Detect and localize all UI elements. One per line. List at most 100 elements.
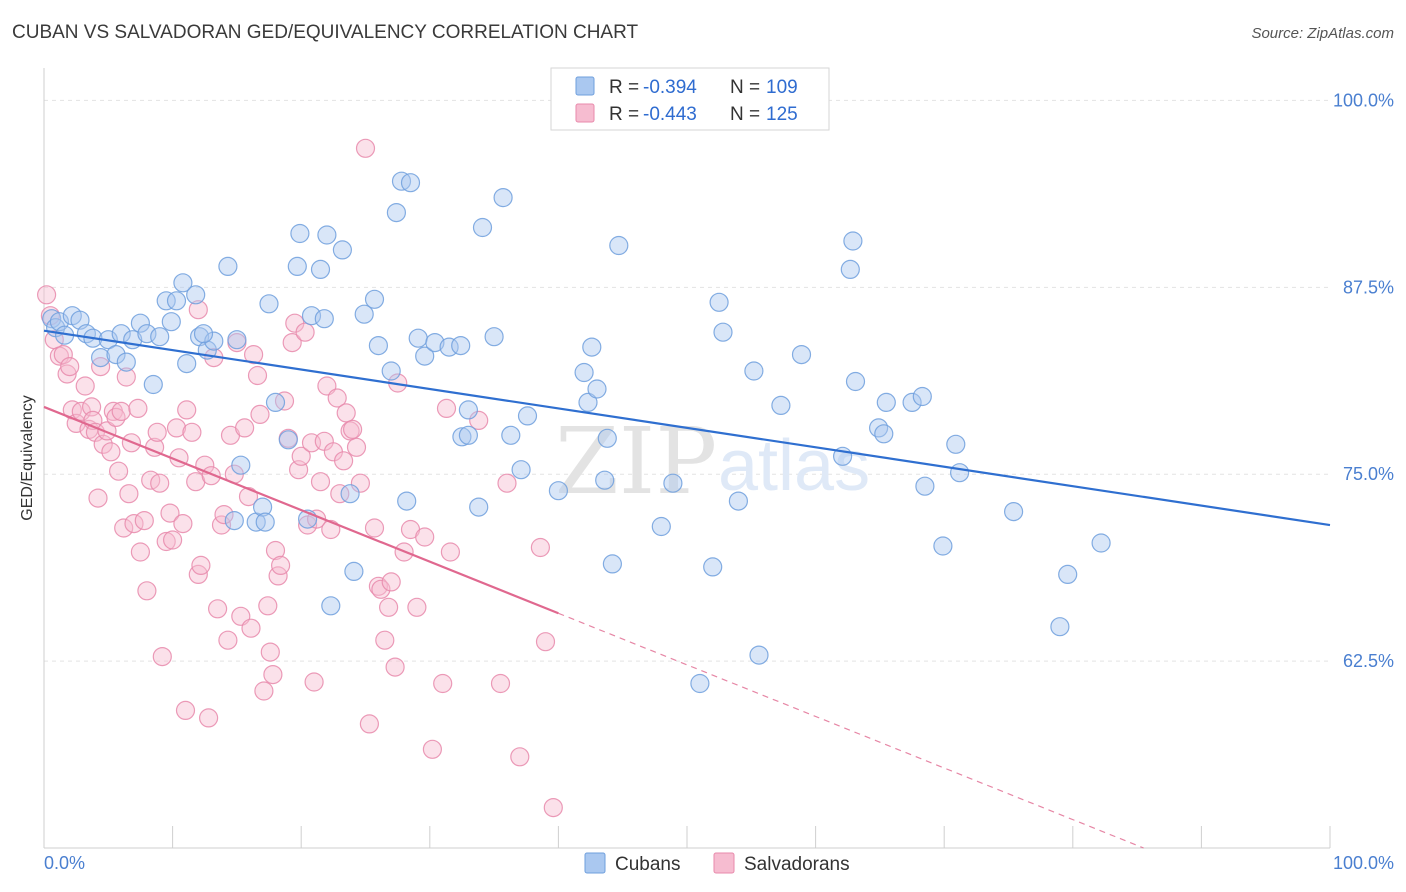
- series-cubans-points: [42, 171, 1111, 694]
- salvadorans-point-123: [543, 797, 563, 818]
- salvadorans-point-66: [247, 365, 268, 386]
- cubans-point-56: [425, 333, 445, 353]
- salvadorans-point-107: [385, 657, 405, 677]
- cubans-point-10: [106, 345, 126, 365]
- y-tick-label-2: 75.0%: [1343, 464, 1394, 484]
- legend-r-value-cubans: -0.394: [643, 77, 697, 98]
- y-tick-label-1: 87.5%: [1343, 277, 1394, 297]
- bottom-legend: Cubans Salvadorans: [584, 852, 850, 875]
- cubans-point-49: [381, 361, 401, 381]
- salvadorans-point-21: [106, 407, 126, 427]
- salvadorans-point-44: [175, 700, 196, 721]
- cubans-point-97: [933, 536, 953, 556]
- cubans-point-107: [690, 673, 710, 694]
- salvadorans-point-0: [36, 285, 57, 305]
- salvadorans-point-103: [371, 579, 391, 599]
- cubans-point-74: [597, 428, 617, 448]
- salvadorans-point-93: [334, 451, 354, 471]
- cubans-point-79: [703, 557, 723, 577]
- cubans-point-44: [340, 484, 360, 504]
- cubans-point-20: [166, 291, 187, 311]
- x-tick-label-max: 100.0%: [1333, 853, 1394, 873]
- cubans-point-54: [408, 328, 428, 348]
- cubans-point-63: [484, 327, 504, 347]
- x-tick-label-min: 0.0%: [44, 853, 85, 873]
- cubans-point-92: [874, 424, 894, 444]
- salvadorans-point-26: [119, 484, 139, 504]
- cubans-point-84: [749, 645, 769, 665]
- cubans-point-95: [912, 386, 932, 407]
- salvadorans-point-120: [510, 747, 530, 767]
- salvadorans-point-32: [137, 581, 157, 601]
- salvadorans-point-94: [336, 403, 356, 423]
- cubans-point-65: [501, 425, 521, 445]
- salvadorans-point-62: [235, 418, 255, 438]
- salvadorans-point-65: [244, 345, 264, 365]
- cubans-point-69: [574, 362, 594, 383]
- trend-lines: [43, 329, 1331, 849]
- salvadorans-point-111: [407, 597, 427, 617]
- salvadorans-point-10: [75, 376, 95, 396]
- cubans-point-48: [368, 336, 388, 356]
- salvadorans-point-74: [271, 555, 291, 576]
- salvadorans-point-45: [177, 400, 197, 420]
- cubans-point-108: [255, 512, 275, 532]
- salvadorans-point-23: [111, 401, 131, 421]
- salvadorans-point-96: [343, 419, 363, 439]
- legend-n-value-salvadorans: 125: [766, 104, 798, 125]
- salvadorans-point-121: [530, 537, 551, 558]
- cubans-point-37: [290, 223, 310, 244]
- bottom-legend-label-salvadorans: Salvadorans: [744, 854, 850, 875]
- cubans-point-77: [651, 516, 671, 537]
- salvadorans-point-24: [114, 518, 134, 538]
- salvadorans-point-37: [152, 646, 172, 667]
- legend-r-value-salvadorans: -0.443: [643, 104, 697, 125]
- cubans-point-33: [259, 294, 279, 314]
- legend-swatch-cubans: [575, 76, 595, 96]
- salvadorans-point-100: [359, 714, 379, 734]
- salvadorans-point-101: [364, 518, 385, 538]
- cubans-point-26: [204, 331, 224, 351]
- cubans-point-80: [709, 292, 729, 312]
- y-tick-label-0: 100.0%: [1333, 90, 1394, 110]
- cubans-point-34: [265, 392, 286, 412]
- salvadorans-point-114: [433, 673, 453, 694]
- cubans-point-98: [946, 434, 966, 454]
- legend-r-label-cubans: R =: [609, 77, 639, 98]
- x-axis-ticks: [43, 826, 1331, 848]
- salvadorans-point-39: [160, 503, 180, 523]
- cubans-point-106: [458, 425, 478, 445]
- salvadorans-point-36: [150, 473, 170, 493]
- cubans-point-32: [253, 497, 273, 517]
- cubans-point-99: [949, 463, 970, 483]
- salvadorans-point-29: [128, 398, 148, 418]
- bottom-legend-swatch-cubans: [584, 852, 606, 874]
- salvadorans-point-106: [381, 572, 401, 592]
- salvadorans-point-54: [208, 599, 228, 619]
- cubans-point-45: [344, 561, 364, 582]
- salvadorans-point-68: [254, 681, 274, 701]
- salvadorans-point-118: [490, 673, 511, 694]
- salvadorans-point-41: [166, 418, 187, 438]
- cubans-point-35: [278, 430, 298, 450]
- legend-swatch-salvadorans: [575, 103, 595, 123]
- cubans-point-85: [771, 395, 791, 415]
- cubans-point-100: [1003, 502, 1024, 522]
- salvadorans-point-72: [265, 540, 286, 561]
- salvadorans-point-30: [130, 542, 150, 562]
- cubans-point-62: [469, 497, 489, 517]
- salvadorans-point-5: [57, 364, 77, 384]
- cubans-point-103: [1091, 533, 1111, 553]
- cubans-point-71: [582, 337, 602, 357]
- salvadorans-point-124: [188, 300, 208, 320]
- cubans-point-70: [578, 392, 598, 412]
- salvadorans-point-35: [147, 422, 167, 442]
- cubans-point-64: [493, 188, 513, 208]
- cubans-point-12: [116, 352, 136, 372]
- cubans-point-66: [511, 460, 531, 480]
- salvadorans-point-105: [379, 597, 399, 617]
- cubans-point-21: [173, 273, 193, 293]
- cubans-point-14: [130, 313, 150, 333]
- salvadorans-point-77: [282, 333, 302, 353]
